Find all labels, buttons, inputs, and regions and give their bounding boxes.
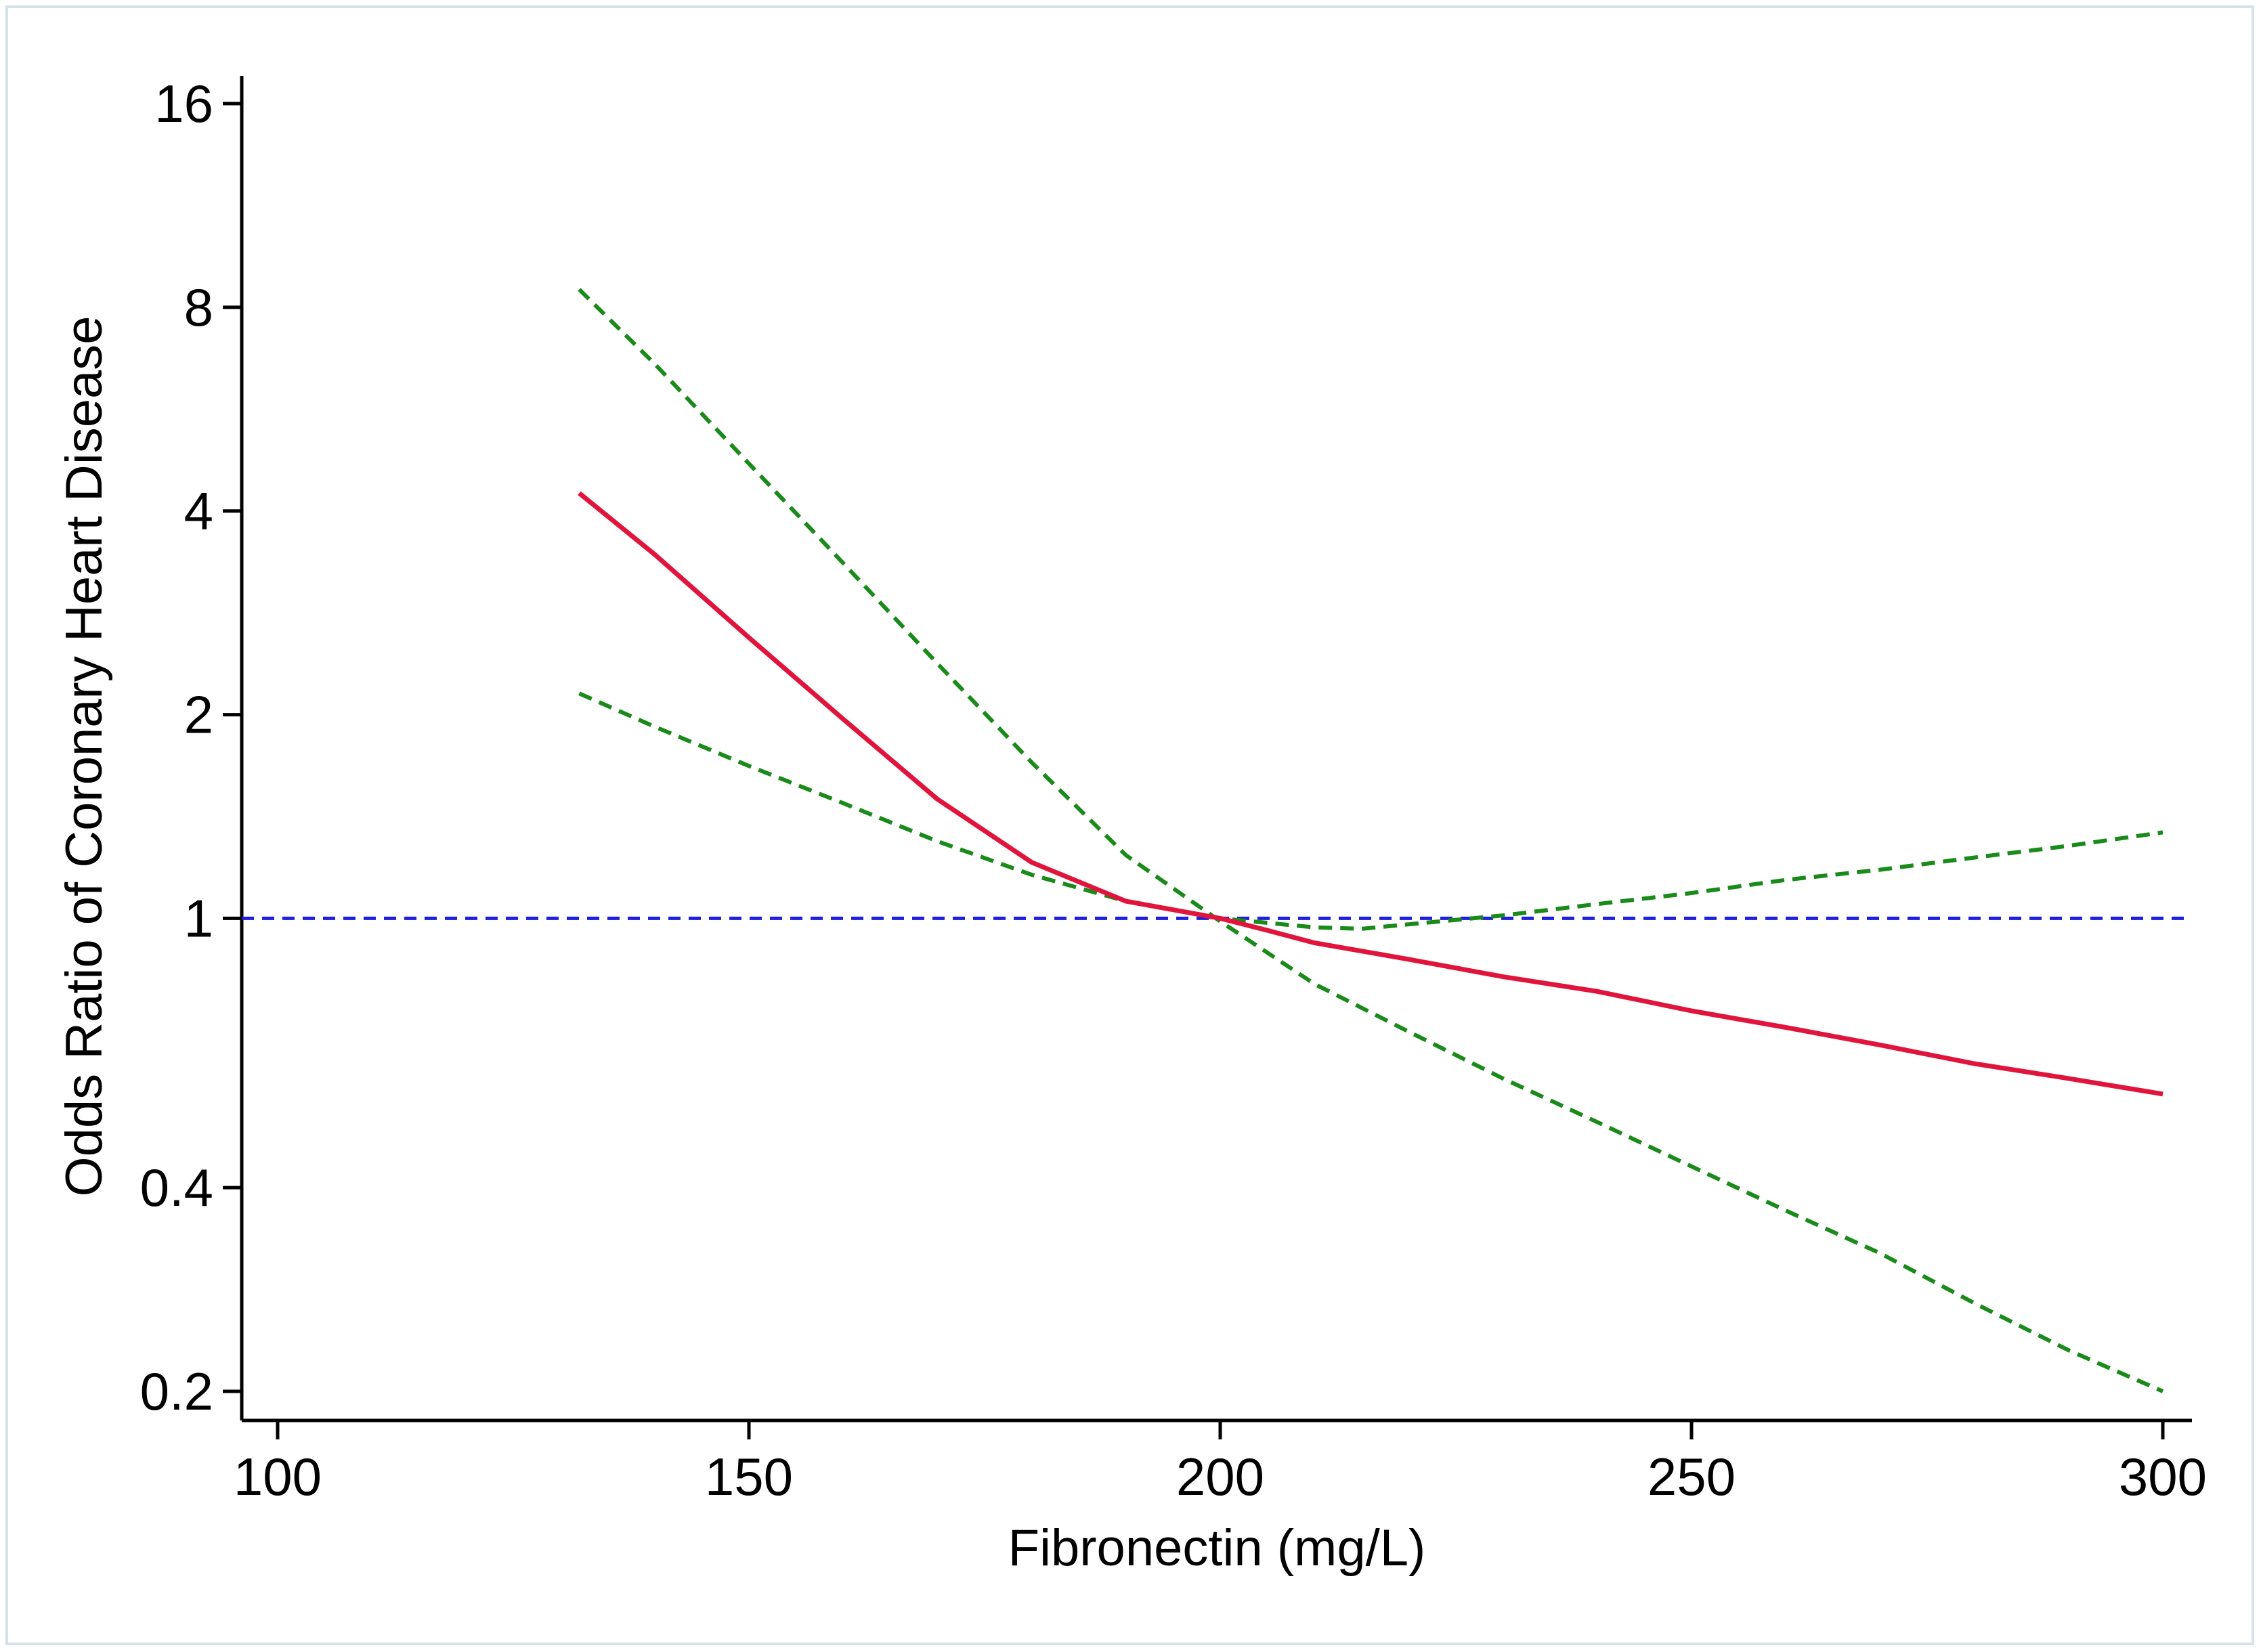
marks-group [242,288,2192,1393]
y-tick-label-4: 4 [184,481,213,541]
series-line-upper-95-ci [578,288,2164,1393]
y-tick-label-1: 1 [184,888,213,948]
y-tick-label-0.4: 0.4 [140,1158,213,1217]
series-line-lower-95-ci [578,691,2163,931]
chart-frame: 100 150 200 250 300 0.2 0.4 1 2 4 8 16 Fibronectin … [5,5,2254,1645]
x-tick-label-100: 100 [234,1447,322,1506]
x-tick-label-300: 300 [2119,1447,2207,1506]
y-axis-label: Odds Ratio of Coronary Heart Disease [56,316,113,1196]
axes-group [240,76,2192,1422]
x-tick-label-150: 150 [705,1447,793,1506]
x-tick-label-200: 200 [1176,1447,1264,1506]
x-axis-label: Fibronectin (mg/L) [1008,1519,1426,1577]
y-tick-label-2: 2 [184,685,213,745]
y-tick-label-16: 16 [154,74,213,133]
chart-svg: 100 150 200 250 300 0.2 0.4 1 2 4 8 16 Fibronectin … [56,74,2208,1577]
x-tick-label-250: 250 [1648,1447,1736,1506]
y-tick-label-0.2: 0.2 [140,1362,213,1421]
series-line-odds-ratio [578,491,2163,1097]
ticks-group: 100 150 200 250 300 0.2 0.4 1 2 4 8 16 [140,74,2208,1506]
y-tick-label-8: 8 [184,278,213,337]
